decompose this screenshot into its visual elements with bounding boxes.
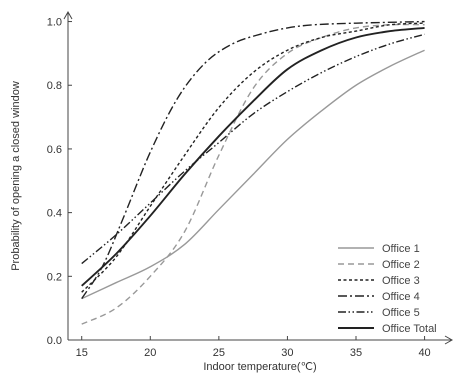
legend-label: Office 1	[382, 243, 420, 255]
x-tick-label: 30	[281, 347, 293, 359]
y-tick-label: 0.6	[47, 144, 62, 156]
x-tick-label: 25	[213, 347, 225, 359]
y-tick-label: 1.0	[47, 17, 62, 29]
legend-label: Office 5	[382, 307, 420, 319]
axes: 15 20 25 30 35 40 0.0 0.2 0.4 0.6 0.8 1.0	[47, 10, 454, 359]
y-axis-label: Probability of opening a closed window	[10, 81, 22, 271]
y-tick-label: 0.2	[47, 271, 62, 283]
legend-label: Office Total	[382, 323, 437, 335]
series-line-1	[81, 49, 425, 300]
y-tick-label: 0.8	[47, 80, 62, 92]
legend: Office 1 Office 2 Office 3 Office 4 Office 5…	[338, 243, 437, 335]
legend-label: Office 3	[382, 275, 420, 287]
y-tick-label: 0.0	[47, 335, 62, 347]
x-axis-arrow	[444, 335, 454, 345]
series-line-6	[81, 26, 425, 287]
x-tick-label: 40	[418, 347, 430, 359]
x-tick-label: 35	[350, 347, 362, 359]
x-tick-label: 20	[144, 347, 156, 359]
x-axis-label: Indoor temperature(℃)	[203, 361, 316, 373]
series-line-2	[81, 23, 425, 325]
y-axis-arrow	[63, 10, 73, 20]
series-line-4	[81, 20, 425, 299]
series-group	[81, 20, 425, 325]
series-line-5	[81, 33, 425, 265]
x-tick-label: 15	[76, 347, 88, 359]
y-tick-label: 0.4	[47, 208, 62, 220]
series-line-3	[81, 22, 425, 293]
legend-label: Office 4	[382, 291, 420, 303]
legend-label: Office 2	[382, 259, 420, 271]
